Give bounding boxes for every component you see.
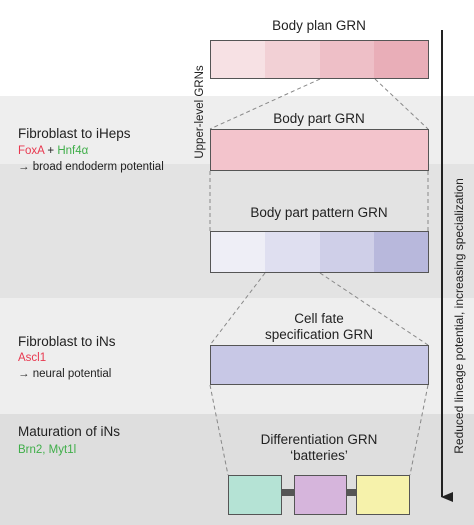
connector-line [209,384,229,476]
iheps-title: Fibroblast to iHeps [18,126,131,141]
connector-line [319,272,429,346]
upper-level-label: Upper-level GRNs [194,65,206,159]
battery-link-1 [282,489,294,496]
cell-fate-segment [211,346,428,384]
cell-fate-label-line2: specification GRN [264,327,374,342]
iheps-potential: → broad endoderm potential [18,161,164,173]
body-part-pattern-grn-bar [210,231,429,273]
body-part-pattern-label: Body part pattern GRN [250,205,388,220]
ascl1-factor: Ascl1 [18,352,47,364]
pattern-segment [319,232,374,272]
body-plan-label: Body plan GRN [272,18,366,33]
cell-fate-label-line1: Cell fate [294,311,344,326]
plus-sign: + [44,145,58,157]
connector-line [374,78,429,130]
hnf4a-factor: Hnf4α [57,145,89,157]
pattern-segment [265,232,320,272]
pattern-segment [211,232,266,272]
ins-title: Fibroblast to iNs [18,334,116,349]
maturation-title: Maturation of iNs [18,424,121,439]
battery-box-2 [294,475,347,515]
body-part-segment [211,130,428,170]
differentiation-label-line1: Differentiation GRN [260,432,378,447]
body-plan-segment [265,41,320,78]
connector-line [209,272,266,346]
connector-line [209,78,321,130]
body-part-grn-bar [210,129,429,171]
battery-box-1 [228,475,282,515]
battery-box-3 [356,475,410,515]
foxa-factor: FoxA [18,145,45,157]
arrow-label: Reduced lineage potential, increasing sp… [452,178,466,454]
battery-link-2 [347,489,356,496]
connector-line [409,384,429,476]
maturation-factors: Brn2, Myt1l [18,444,77,456]
iheps-factors: FoxA + Hnf4α [18,145,88,157]
body-part-label: Body part GRN [273,111,365,126]
body-plan-grn-bar [210,40,429,79]
differentiation-label-line2: ‘batteries’ [290,448,348,463]
body-plan-segment [373,41,428,78]
pattern-segment [373,232,428,272]
body-plan-segment [211,41,266,78]
cell-fate-grn-bar [210,345,429,385]
body-plan-segment [319,41,374,78]
ins-potential: → neural potential [18,368,112,380]
